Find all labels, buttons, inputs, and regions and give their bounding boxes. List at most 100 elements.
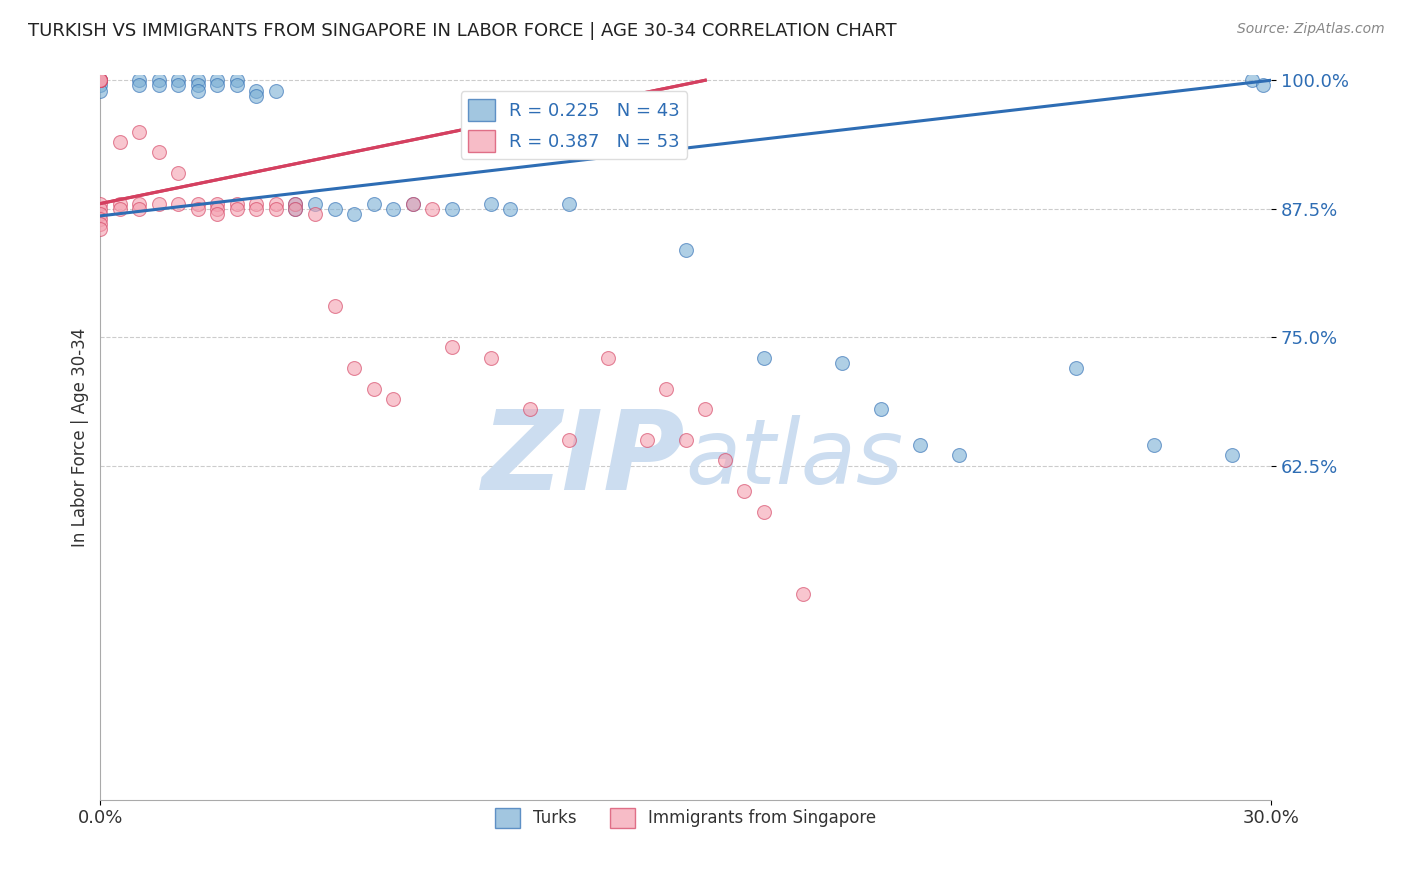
Y-axis label: In Labor Force | Age 30-34: In Labor Force | Age 30-34 xyxy=(72,327,89,547)
Point xyxy=(108,135,131,149)
Point xyxy=(128,78,150,93)
Point xyxy=(207,207,229,221)
Point xyxy=(695,402,717,417)
Point xyxy=(831,356,853,370)
Point xyxy=(382,202,405,216)
Point xyxy=(89,73,111,87)
Point xyxy=(245,202,267,216)
Point xyxy=(226,202,249,216)
Point xyxy=(226,73,249,87)
Legend: Turks, Immigrants from Singapore: Turks, Immigrants from Singapore xyxy=(488,801,883,835)
Point xyxy=(264,83,287,97)
Point xyxy=(89,78,111,93)
Point xyxy=(1253,78,1275,93)
Point xyxy=(1143,438,1166,452)
Point xyxy=(908,438,931,452)
Point xyxy=(167,73,190,87)
Point xyxy=(363,196,385,211)
Point xyxy=(479,196,502,211)
Point xyxy=(89,73,111,87)
Point xyxy=(89,207,111,221)
Point xyxy=(108,196,131,211)
Point xyxy=(557,433,579,447)
Point xyxy=(284,202,307,216)
Point xyxy=(869,402,891,417)
Point xyxy=(89,73,111,87)
Point xyxy=(226,196,249,211)
Point xyxy=(596,351,619,365)
Point xyxy=(245,83,267,97)
Point xyxy=(207,78,229,93)
Point xyxy=(207,202,229,216)
Point xyxy=(148,145,170,160)
Point xyxy=(89,73,111,87)
Point xyxy=(323,202,346,216)
Point xyxy=(264,196,287,211)
Point xyxy=(187,202,209,216)
Point xyxy=(557,196,579,211)
Point xyxy=(284,196,307,211)
Point xyxy=(752,351,775,365)
Point xyxy=(752,505,775,519)
Point xyxy=(245,88,267,103)
Point xyxy=(343,361,366,376)
Point xyxy=(304,207,326,221)
Point xyxy=(948,448,970,462)
Point xyxy=(89,202,111,216)
Point xyxy=(207,73,229,87)
Point xyxy=(401,196,423,211)
Point xyxy=(167,166,190,180)
Point xyxy=(128,202,150,216)
Point xyxy=(89,217,111,231)
Point xyxy=(128,73,150,87)
Point xyxy=(245,196,267,211)
Point xyxy=(655,382,678,396)
Point xyxy=(167,78,190,93)
Point xyxy=(519,402,541,417)
Point xyxy=(226,78,249,93)
Point xyxy=(1240,73,1263,87)
Point xyxy=(636,433,658,447)
Point xyxy=(148,73,170,87)
Point xyxy=(187,196,209,211)
Point xyxy=(284,202,307,216)
Text: Source: ZipAtlas.com: Source: ZipAtlas.com xyxy=(1237,22,1385,37)
Point xyxy=(401,196,423,211)
Point xyxy=(440,202,463,216)
Point xyxy=(148,196,170,211)
Point xyxy=(89,73,111,87)
Point xyxy=(89,222,111,236)
Point xyxy=(89,211,111,226)
Point xyxy=(323,299,346,313)
Point xyxy=(284,196,307,211)
Point xyxy=(187,83,209,97)
Point xyxy=(207,196,229,211)
Point xyxy=(1220,448,1243,462)
Point xyxy=(89,196,111,211)
Point xyxy=(264,202,287,216)
Point xyxy=(499,202,522,216)
Point xyxy=(304,196,326,211)
Point xyxy=(675,243,697,257)
Point xyxy=(89,73,111,87)
Text: TURKISH VS IMMIGRANTS FROM SINGAPORE IN LABOR FORCE | AGE 30-34 CORRELATION CHAR: TURKISH VS IMMIGRANTS FROM SINGAPORE IN … xyxy=(28,22,897,40)
Point xyxy=(167,196,190,211)
Point xyxy=(187,78,209,93)
Point xyxy=(733,484,755,499)
Point xyxy=(363,382,385,396)
Point xyxy=(792,587,814,601)
Point xyxy=(479,351,502,365)
Text: ZIP: ZIP xyxy=(482,406,686,513)
Point xyxy=(128,196,150,211)
Point xyxy=(713,453,735,467)
Point xyxy=(1064,361,1087,376)
Text: atlas: atlas xyxy=(686,415,904,503)
Point xyxy=(108,202,131,216)
Point xyxy=(343,207,366,221)
Point xyxy=(420,202,443,216)
Point xyxy=(148,78,170,93)
Point xyxy=(128,125,150,139)
Point xyxy=(89,83,111,97)
Point xyxy=(187,73,209,87)
Point xyxy=(675,433,697,447)
